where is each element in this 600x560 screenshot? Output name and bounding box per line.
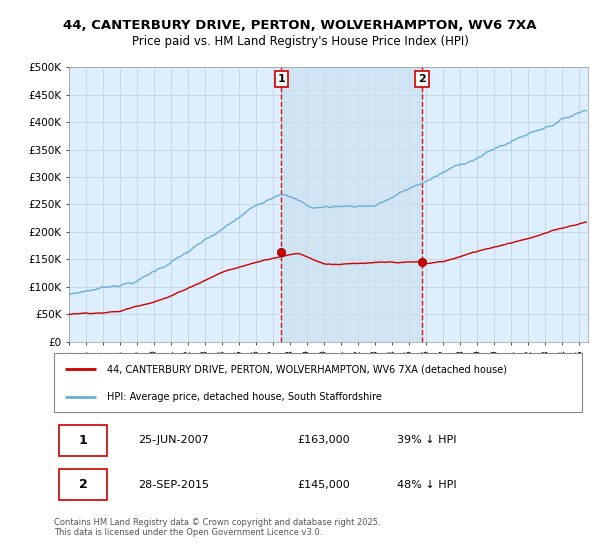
Text: 2: 2	[79, 478, 88, 491]
Text: 1: 1	[79, 434, 88, 447]
Text: £145,000: £145,000	[297, 480, 350, 489]
Text: 39% ↓ HPI: 39% ↓ HPI	[397, 435, 457, 445]
Text: 25-JUN-2007: 25-JUN-2007	[139, 435, 209, 445]
Text: £163,000: £163,000	[297, 435, 350, 445]
FancyBboxPatch shape	[59, 424, 107, 456]
Bar	[281, 67, 422, 342]
Text: Contains HM Land Registry data © Crown copyright and database right 2025.
This d: Contains HM Land Registry data © Crown c…	[54, 518, 380, 538]
FancyBboxPatch shape	[54, 353, 582, 412]
Text: Price paid vs. HM Land Registry's House Price Index (HPI): Price paid vs. HM Land Registry's House …	[131, 35, 469, 49]
Text: 44, CANTERBURY DRIVE, PERTON, WOLVERHAMPTON, WV6 7XA: 44, CANTERBURY DRIVE, PERTON, WOLVERHAMP…	[63, 18, 537, 32]
FancyBboxPatch shape	[59, 469, 107, 501]
Text: 1: 1	[277, 74, 285, 84]
Text: 48% ↓ HPI: 48% ↓ HPI	[397, 480, 457, 489]
Text: 2: 2	[418, 74, 426, 84]
Text: 44, CANTERBURY DRIVE, PERTON, WOLVERHAMPTON, WV6 7XA (detached house): 44, CANTERBURY DRIVE, PERTON, WOLVERHAMP…	[107, 364, 507, 374]
Text: 28-SEP-2015: 28-SEP-2015	[139, 480, 209, 489]
Text: HPI: Average price, detached house, South Staffordshire: HPI: Average price, detached house, Sout…	[107, 392, 382, 402]
